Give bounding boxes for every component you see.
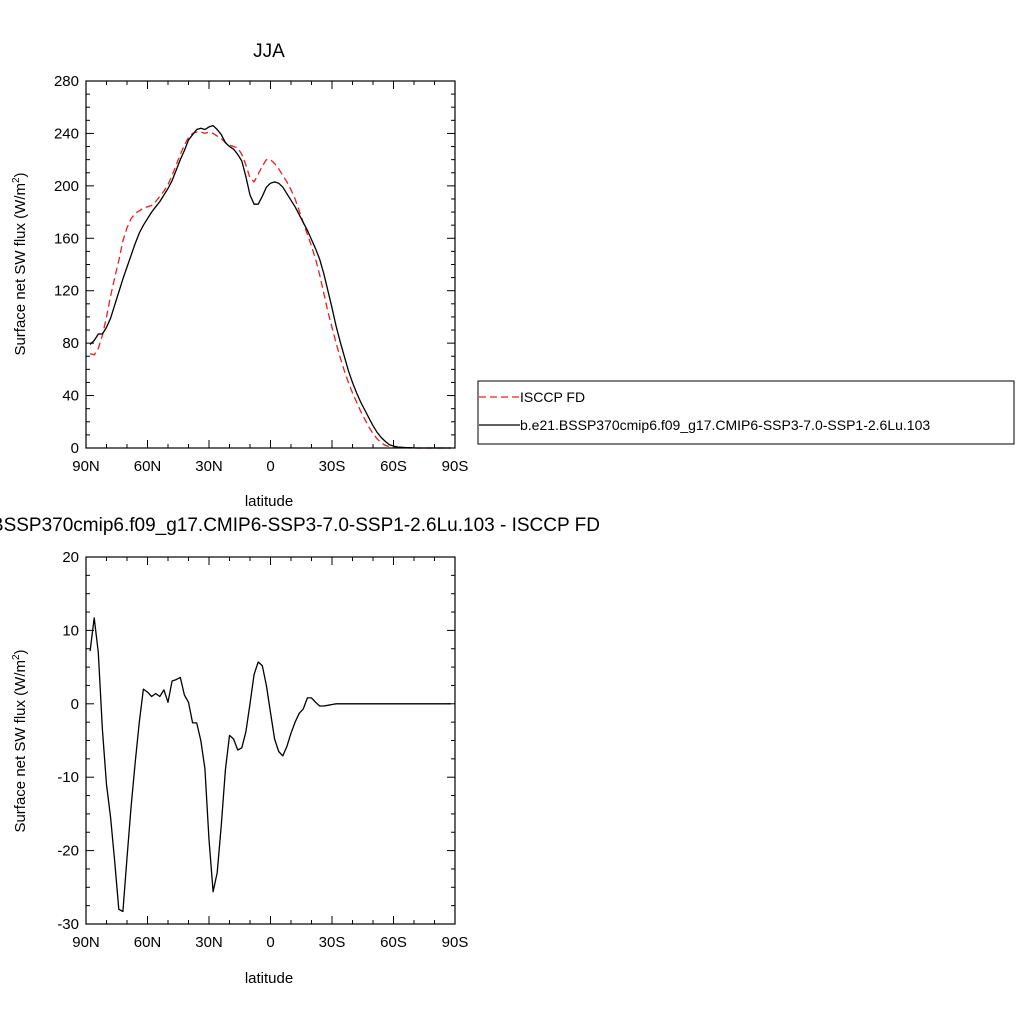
- 1-x-tick-label: 30N: [195, 934, 223, 951]
- bottom-x-axis-label: latitude: [245, 970, 293, 987]
- top-y-axis-label: Surface net SW flux (W/m2): [11, 172, 29, 355]
- 0-x-tick-label: 60N: [134, 458, 162, 475]
- top-chart-title: JJA: [253, 41, 285, 62]
- top-x-axis-label: latitude: [245, 493, 293, 510]
- top-panel: JJA 90N 60N 30N 0 30S 60S 90S 0 40 80 120 160 200 240…: [11, 41, 468, 510]
- 1-x-tick-label: 60S: [380, 934, 407, 951]
- bottom-panel: b.e21.BSSP370cmip6.f09_g17.CMIP6-SSP3-7.…: [0, 515, 600, 987]
- 1-y-tick-label: -20: [57, 843, 79, 860]
- 0-x-tick-label: 60S: [380, 458, 407, 475]
- 1-x-tick-label: 30S: [319, 934, 346, 951]
- 0-series-model-line: [89, 124, 451, 449]
- 1-x-tick-label: 0: [266, 934, 274, 951]
- legend-label-model: b.e21.BSSP370cmip6.f09_g17.CMIP6-SSP3-7.…: [520, 417, 930, 433]
- bottom-y-axis-label: Surface net SW flux (W/m2): [11, 649, 29, 832]
- 0-y-tick-label: 200: [54, 178, 79, 195]
- legend: ISCCP FD b.e21.BSSP370cmip6.f09_g17.CMIP…: [477, 380, 1015, 445]
- 0-y-tick-label: 160: [54, 230, 79, 247]
- 0-x-tick-label: 30S: [319, 458, 346, 475]
- 1-y-tick-label: -10: [57, 769, 79, 786]
- 0-y-tick-label: 280: [54, 73, 79, 90]
- 1-y-tick-label: 10: [62, 622, 79, 639]
- 0-series-isccp-fd-line: [89, 131, 451, 449]
- bottom-chart-title: b.e21.BSSP370cmip6.f09_g17.CMIP6-SSP3-7.…: [0, 515, 600, 536]
- 1-x-tick-label: 90N: [72, 934, 100, 951]
- 0-y-tick-label: 40: [62, 388, 79, 405]
- 1-x-tick-label: 60N: [134, 934, 162, 951]
- top-plot-area: 90N 60N 30N 0 30S 60S 90S 0 40 80 120 160 200 240 280: [54, 73, 468, 475]
- 0-y-tick-label: 120: [54, 283, 79, 300]
- 1-series-model-line: [89, 617, 451, 913]
- 1-plot-frame: [85, 556, 456, 925]
- 0-y-tick-label: 80: [62, 335, 79, 352]
- 0-x-tick-label: 30N: [195, 458, 223, 475]
- bottom-plot-area: 90N 60N 30N 0 30S 60S 90S -30 -20 -10 0 10 20: [57, 549, 468, 951]
- 1-y-tick-label: 0: [71, 696, 79, 713]
- 0-y-tick-label: 240: [54, 125, 79, 142]
- 1-y-tick-label: -30: [57, 916, 79, 933]
- 0-y-tick-label: 0: [71, 440, 79, 457]
- legend-box: [477, 380, 1015, 445]
- 0-plot-frame: [85, 80, 456, 449]
- 0-x-tick-label: 90S: [442, 458, 469, 475]
- 1-x-tick-label: 90S: [442, 934, 469, 951]
- 1-y-tick-label: 20: [62, 549, 79, 566]
- 0-x-tick-label: 0: [266, 458, 274, 475]
- 0-x-tick-label: 90N: [72, 458, 100, 475]
- legend-label-isccp: ISCCP FD: [520, 389, 585, 405]
